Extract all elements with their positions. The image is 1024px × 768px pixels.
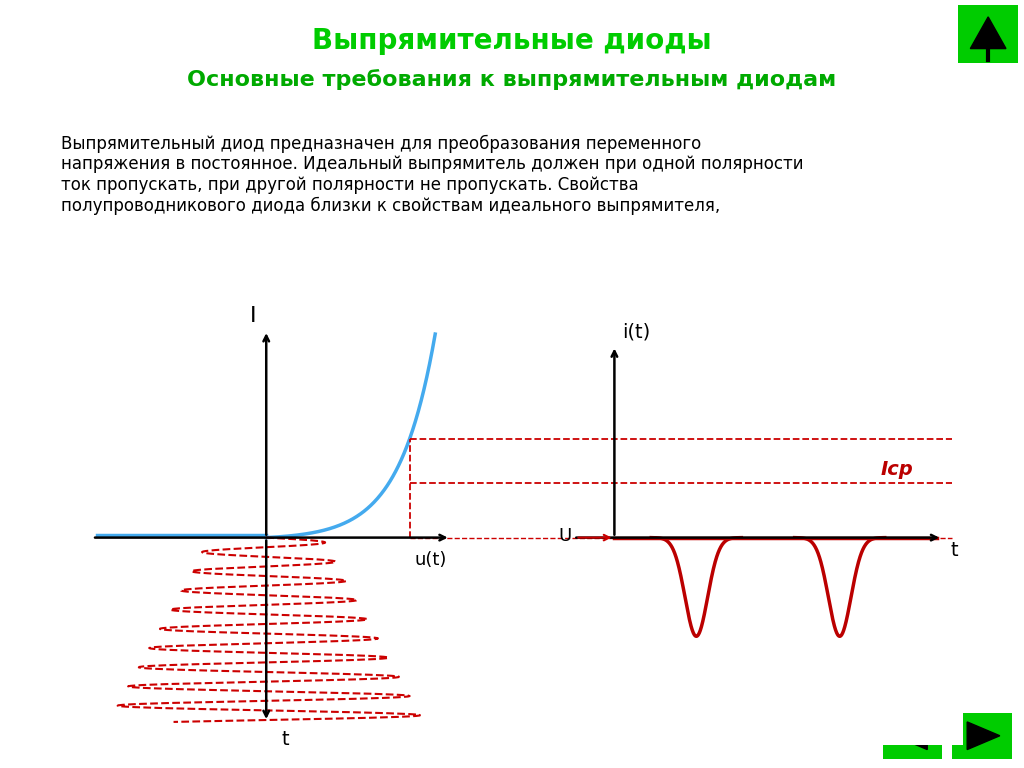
Text: t: t bbox=[950, 541, 957, 561]
Text: u(t): u(t) bbox=[415, 551, 447, 569]
Text: Icp: Icp bbox=[881, 461, 913, 479]
Text: Основные требования к выпрямительным диодам: Основные требования к выпрямительным дио… bbox=[187, 69, 837, 90]
Polygon shape bbox=[968, 722, 999, 750]
Text: i(t): i(t) bbox=[623, 323, 651, 342]
Text: Выпрямительный диод предназначен для преобразования переменного
напряжения в пос: Выпрямительный диод предназначен для пре… bbox=[61, 134, 804, 215]
Text: U: U bbox=[558, 527, 571, 545]
Text: I: I bbox=[250, 306, 256, 326]
Polygon shape bbox=[971, 17, 1006, 48]
Polygon shape bbox=[895, 722, 928, 750]
Text: t: t bbox=[282, 730, 289, 749]
Text: Выпрямительные диоды: Выпрямительные диоды bbox=[312, 27, 712, 55]
